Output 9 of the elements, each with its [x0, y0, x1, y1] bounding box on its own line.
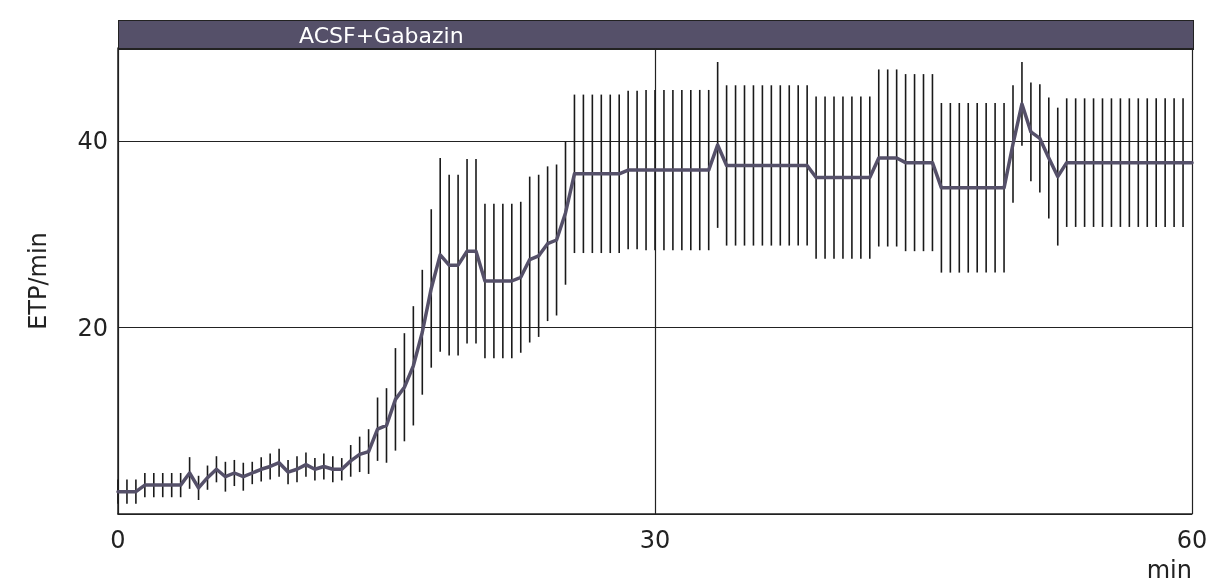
- y-tick-label: 20: [77, 313, 108, 342]
- x-tick-label: 30: [639, 526, 671, 554]
- x-tick-label: 60: [1176, 526, 1208, 554]
- y-axis-title: ETP/min: [24, 232, 52, 330]
- line-series: [116, 102, 1194, 494]
- x-axis-title: min: [1146, 556, 1192, 584]
- text: ACSF+Gabazin: [299, 22, 464, 48]
- x-tick-label: 0: [110, 526, 126, 554]
- y-tick-label: 40: [77, 127, 108, 156]
